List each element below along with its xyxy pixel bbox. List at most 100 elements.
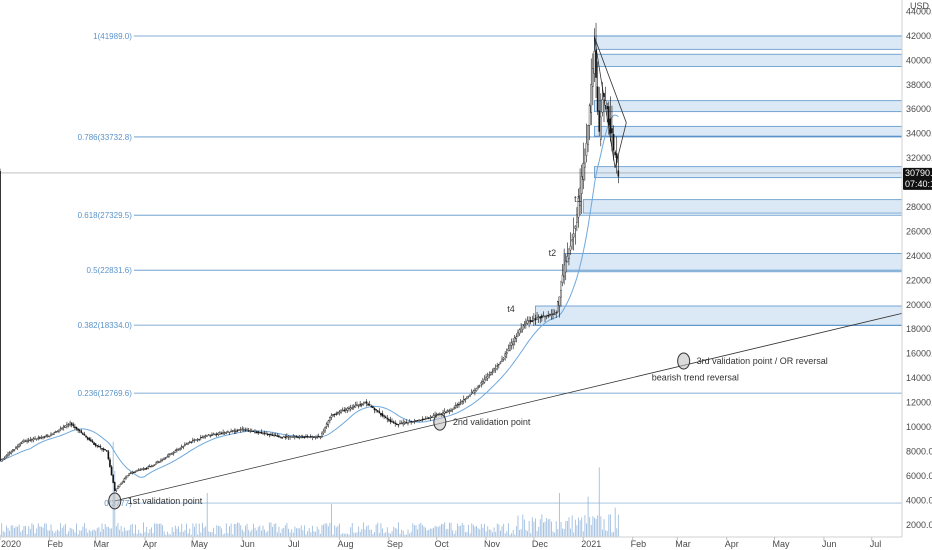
candle-body <box>612 134 615 151</box>
candle-body <box>442 412 444 415</box>
y-tick-label: 26000.0 <box>906 226 932 236</box>
volume-bar <box>37 523 39 537</box>
volume-bar <box>326 523 328 537</box>
candle-body <box>64 425 67 428</box>
x-tick-label: Mar <box>675 539 691 549</box>
volume-bar <box>205 526 207 537</box>
volume-bar <box>53 532 55 537</box>
volume-bar <box>428 529 430 537</box>
y-tick-label: 18000.0 <box>906 324 932 334</box>
candle-body <box>531 320 534 322</box>
y-tick-label: 40000.0 <box>906 55 932 65</box>
candle-body <box>313 436 315 438</box>
volume-bar <box>232 534 234 537</box>
volume-bar <box>339 523 340 537</box>
candle-body <box>236 430 239 432</box>
volume-bar <box>318 529 320 537</box>
volume-bar <box>201 522 203 537</box>
volume-bar <box>584 515 586 537</box>
volume-bar <box>276 532 278 537</box>
candle-body <box>454 405 457 409</box>
candle-body <box>180 446 183 448</box>
x-tick-label: Feb <box>47 539 63 549</box>
volume-bar <box>348 534 350 537</box>
volume-bar <box>449 522 450 537</box>
candle-body <box>466 397 468 399</box>
volume-bar <box>337 525 339 537</box>
candle-body <box>287 436 290 438</box>
volume-bar <box>17 526 19 537</box>
volume-bar <box>523 519 525 537</box>
candle-body <box>239 429 242 431</box>
volume-bar <box>316 526 318 537</box>
volume-bar <box>436 526 438 537</box>
candle-body <box>196 439 199 441</box>
candle-body <box>510 342 513 346</box>
volume-bar <box>546 517 548 537</box>
candle-body <box>121 480 124 484</box>
volume-bar <box>358 526 360 537</box>
candle-body <box>324 427 326 431</box>
volume-bar <box>391 531 393 537</box>
candle-body <box>335 413 338 415</box>
volume-bar <box>252 523 254 537</box>
candle-body <box>257 431 259 434</box>
candle-body <box>357 405 360 407</box>
volume-bar <box>238 522 240 537</box>
volume-bar <box>130 524 132 537</box>
volume-bar <box>319 533 321 537</box>
validation-point-label: 3rd validation point / OR reversal <box>697 356 828 366</box>
volume-bar <box>509 534 511 537</box>
volume-bar <box>410 531 412 537</box>
candle-body <box>469 394 471 396</box>
volume-bar <box>578 517 579 537</box>
candle-body <box>370 405 373 408</box>
volume-bar <box>87 532 89 537</box>
candle-body <box>354 405 357 408</box>
volume-bar <box>47 530 49 537</box>
volume-bar <box>224 533 226 537</box>
volume-bar <box>511 533 513 537</box>
volume-bar <box>10 525 12 537</box>
volume-bar <box>464 532 466 537</box>
volume-bar <box>283 527 285 537</box>
volume-bar <box>300 525 302 537</box>
candle-body <box>230 430 232 433</box>
volume-bar <box>361 529 363 537</box>
volume-bar <box>194 526 195 537</box>
candle-body <box>43 436 46 438</box>
candle-body <box>362 403 365 405</box>
volume-bar <box>552 531 554 537</box>
candle-body <box>169 453 172 456</box>
candle-body <box>193 439 196 441</box>
candle-body <box>447 410 449 413</box>
candle-body <box>352 406 355 408</box>
candle-body <box>513 337 516 342</box>
volume-bar <box>396 528 398 537</box>
candle-body <box>553 313 556 316</box>
candle-body <box>99 446 102 448</box>
volume-bar <box>307 531 309 537</box>
candle-body <box>246 429 248 431</box>
candle-body <box>247 430 250 432</box>
volume-bar <box>117 523 119 537</box>
volume-bar <box>34 533 36 537</box>
candle-body <box>317 435 320 438</box>
fib-level-label: 0.5(22831.6) <box>86 266 132 275</box>
volume-bar <box>29 528 31 537</box>
volume-bar <box>353 532 355 537</box>
volume-bar <box>378 532 380 537</box>
x-tick-label: Jun <box>822 539 837 549</box>
candle-body <box>70 422 73 426</box>
candle-body <box>238 429 240 431</box>
candle-body <box>182 446 185 448</box>
volume-bar <box>536 530 538 537</box>
volume-bar <box>225 523 227 537</box>
candle-body <box>112 474 114 483</box>
volume-bar <box>15 526 17 537</box>
trendlines <box>114 36 903 502</box>
volume-bar <box>233 523 235 537</box>
candle-body <box>110 466 113 476</box>
volume-bar <box>366 526 368 537</box>
